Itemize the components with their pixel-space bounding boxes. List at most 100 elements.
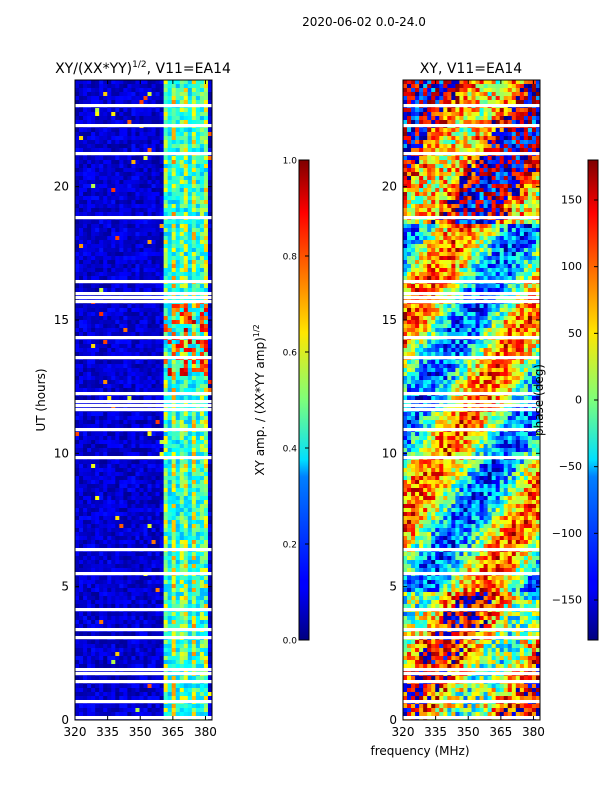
left-heatmap-cell (143, 180, 148, 185)
left-heatmap-cell (111, 168, 116, 173)
left-heatmap-cell (199, 544, 205, 549)
left-heatmap-cell (179, 232, 185, 237)
left-heatmap-cell (155, 360, 161, 365)
left-heatmap-cell (139, 172, 144, 177)
left-heatmap-cell (135, 132, 140, 137)
left-heatmap-cell (139, 232, 144, 237)
left-heatmap-cell (167, 352, 173, 357)
left-heatmap-cell (159, 240, 165, 245)
left-heatmap-cell (123, 360, 128, 365)
left-heatmap-cell (119, 384, 124, 389)
left-heatmap-cell (179, 436, 185, 441)
left-heatmap-cell (131, 656, 136, 661)
left-heatmap-cell (207, 500, 212, 505)
left-heatmap-cell (131, 352, 136, 357)
left-heatmap-cell (83, 328, 88, 333)
left-heatmap-cell (163, 472, 169, 477)
left-heatmap-cell (103, 604, 108, 609)
left-heatmap-cell (183, 368, 189, 373)
left-heatmap-cell (163, 564, 169, 569)
left-heatmap-cell (159, 352, 165, 357)
left-heatmap-cell (103, 188, 108, 193)
left-heatmap-cell (95, 532, 100, 537)
left-heatmap-cell (191, 184, 197, 189)
left-heatmap-cell (155, 640, 161, 645)
left-heatmap-cell (159, 552, 165, 557)
left-heatmap-cell (191, 448, 197, 453)
left-heatmap-cell (115, 616, 120, 621)
left-heatmap-cell (167, 432, 173, 437)
left-heatmap-cell (83, 644, 88, 649)
left-heatmap-cell (159, 96, 165, 101)
left-heatmap-cell (207, 580, 212, 585)
left-heatmap-cell (199, 264, 205, 269)
left-heatmap-cell (127, 508, 132, 513)
left-heatmap-cell (127, 308, 132, 313)
left-heatmap-cell (187, 604, 193, 609)
left-heatmap-cell (191, 464, 197, 469)
left-heatmap-cell (155, 444, 161, 449)
left-heatmap-cell (119, 396, 124, 401)
left-heatmap-cell (87, 588, 92, 593)
left-heatmap-cell (99, 140, 104, 145)
left-heatmap-cell (171, 132, 177, 137)
left-heatmap-cell (79, 136, 84, 141)
left-heatmap-cell (171, 84, 177, 89)
left-heatmap-cell (79, 344, 84, 349)
left-heatmap-cell (167, 128, 173, 133)
left-heatmap-cell (91, 612, 96, 617)
left-heatmap-cell (99, 184, 104, 189)
left-heatmap-cell (143, 320, 148, 325)
left-heatmap-cell (183, 156, 189, 161)
left-heatmap-cell (123, 128, 128, 133)
left-heatmap-cell (99, 128, 104, 133)
left-heatmap-cell (155, 560, 161, 565)
left-heatmap-cell (183, 160, 189, 165)
left-heatmap-cell (179, 96, 185, 101)
left-heatmap-cell (99, 504, 104, 509)
left-heatmap-cell (79, 268, 84, 273)
left-heatmap-cell (75, 376, 80, 381)
left-heatmap-cell (171, 484, 177, 489)
left-heatmap-cell (151, 272, 156, 277)
left-heatmap-cell (87, 640, 92, 645)
left-heatmap-cell (155, 284, 161, 289)
left-heatmap-cell (171, 304, 177, 309)
left-heatmap-cell (115, 232, 120, 237)
left-heatmap-cell (95, 524, 100, 529)
left-heatmap-cell (155, 80, 161, 85)
left-heatmap-cell (123, 344, 128, 349)
left-heatmap-cell (171, 364, 177, 369)
left-heatmap-cell (83, 320, 88, 325)
left-heatmap-cell (111, 200, 116, 205)
left-heatmap-cell (179, 656, 185, 661)
left-heatmap-cell (79, 140, 84, 145)
left-heatmap-cell (163, 284, 169, 289)
left-heatmap-cell (139, 644, 144, 649)
left-heatmap-cell (151, 236, 156, 241)
left-heatmap-cell (195, 108, 201, 113)
left-heatmap-cell (75, 368, 80, 373)
left-heatmap-cell (131, 340, 136, 345)
left-heatmap-cell (75, 128, 80, 133)
left-heatmap-cell (115, 212, 120, 217)
left-heatmap-cell (95, 196, 100, 201)
left-heatmap-cell (91, 100, 96, 105)
left-heatmap-cell (191, 136, 197, 141)
left-heatmap-cell (95, 464, 100, 469)
left-heatmap-cell (195, 160, 201, 165)
left-heatmap-cell (103, 388, 108, 393)
left-heatmap-cell (119, 452, 124, 457)
left-heatmap-cell (207, 192, 212, 197)
left-heatmap-cell (199, 272, 205, 277)
left-heatmap-cell (183, 144, 189, 149)
left-heatmap-cell (91, 208, 96, 213)
left-heatmap-cell (87, 232, 92, 237)
left-heatmap-cell (143, 652, 148, 657)
left-heatmap-cell (135, 120, 140, 125)
left-heatmap-cell (163, 260, 169, 265)
left-heatmap-cell (87, 188, 92, 193)
left-heatmap-cell (167, 172, 173, 177)
left-heatmap-cell (195, 180, 201, 185)
left-heatmap-cell (163, 180, 169, 185)
